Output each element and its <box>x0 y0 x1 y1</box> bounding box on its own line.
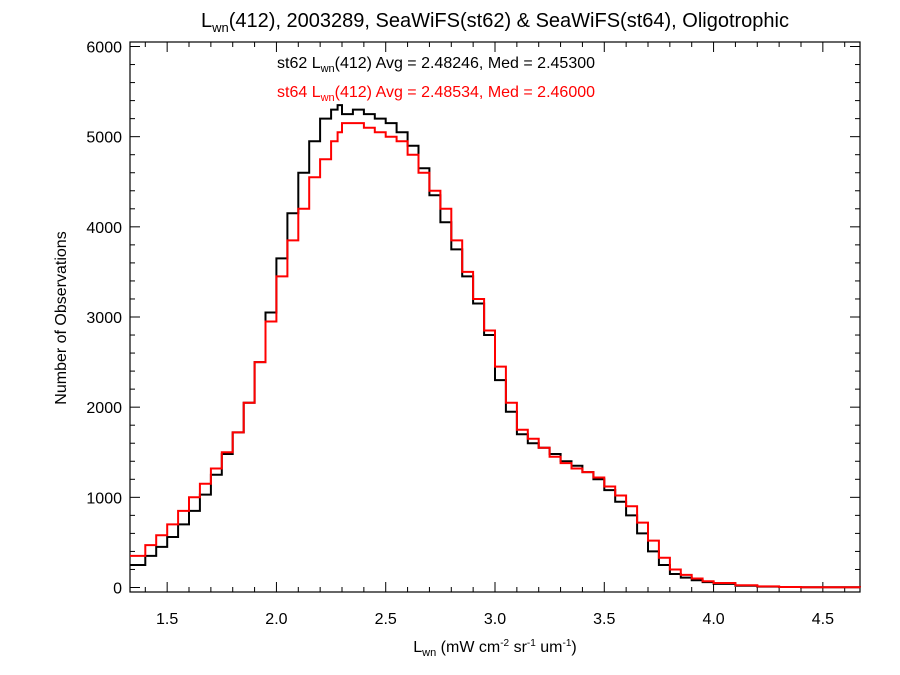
y-tick-label: 4000 <box>86 220 122 237</box>
y-axis-label: Number of Observations <box>53 231 70 404</box>
x-axis-label: Lwn (mW cm-2 sr-1 um-1) <box>413 638 576 659</box>
y-tick-label: 6000 <box>86 40 122 57</box>
series-group <box>130 104 861 589</box>
x-tick-label: 4.5 <box>812 611 834 628</box>
x-axis-label-subscript: wn <box>421 647 436 659</box>
annotation-st64-subscript: wn <box>320 92 335 104</box>
y-tick-label: 2000 <box>86 400 122 417</box>
annotation-st64-suffix: (412) Avg = 2.48534, Med = 2.46000 <box>335 84 595 101</box>
annotation-st62-subscript: wn <box>320 63 335 75</box>
chart-title: Lwn(412), 2003289, SeaWiFS(st62) & SeaWi… <box>201 10 789 35</box>
x-tick-label: 3.0 <box>484 611 506 628</box>
annotation-st62-suffix: (412) Avg = 2.48246, Med = 2.45300 <box>335 55 595 72</box>
x-axis-label-sup2: -1 <box>527 638 536 649</box>
x-tick-label: 2.0 <box>265 611 287 628</box>
x-axis-label-prefix: L <box>413 639 422 656</box>
x-axis-label-unit-close: ) <box>571 639 576 656</box>
x-tick-label: 3.5 <box>593 611 615 628</box>
annotation-st62: st62 Lwn(412) Avg = 2.48246, Med = 2.453… <box>277 55 595 75</box>
x-axis-label-sup3: -1 <box>562 638 571 649</box>
chart-title-subscript: wn <box>211 20 229 35</box>
y-tick-label: 3000 <box>86 310 122 327</box>
axis-ticks: 1.5 2.0 2.5 3.0 3.5 4.0 4.5 0 1000 2000 3000 4000 50… <box>86 40 860 628</box>
x-axis-label-sup1: -2 <box>500 638 509 649</box>
x-axis-label-unit-mid2: um <box>536 639 563 656</box>
series-st64-line <box>130 122 861 589</box>
annotation-st62-prefix: st62 L <box>277 55 321 72</box>
x-tick-label: 1.5 <box>156 611 178 628</box>
chart-title-suffix: (412), 2003289, SeaWiFS(st62) & SeaWiFS(… <box>229 10 789 32</box>
x-axis-label-unit-open: (mW cm <box>436 639 500 656</box>
annotation-st64: st64 Lwn(412) Avg = 2.48534, Med = 2.460… <box>277 84 595 104</box>
y-tick-label: 5000 <box>86 130 122 147</box>
y-tick-label: 0 <box>113 580 122 597</box>
x-tick-label: 2.5 <box>375 611 397 628</box>
plot-area <box>129 41 861 593</box>
chart-title-prefix: L <box>201 10 212 32</box>
y-tick-label: 1000 <box>86 490 122 507</box>
plot-frame <box>129 41 861 593</box>
x-tick-label: 4.0 <box>702 611 724 628</box>
x-axis-label-unit-mid1: sr <box>509 639 527 656</box>
annotation-st64-prefix: st64 L <box>277 84 321 101</box>
